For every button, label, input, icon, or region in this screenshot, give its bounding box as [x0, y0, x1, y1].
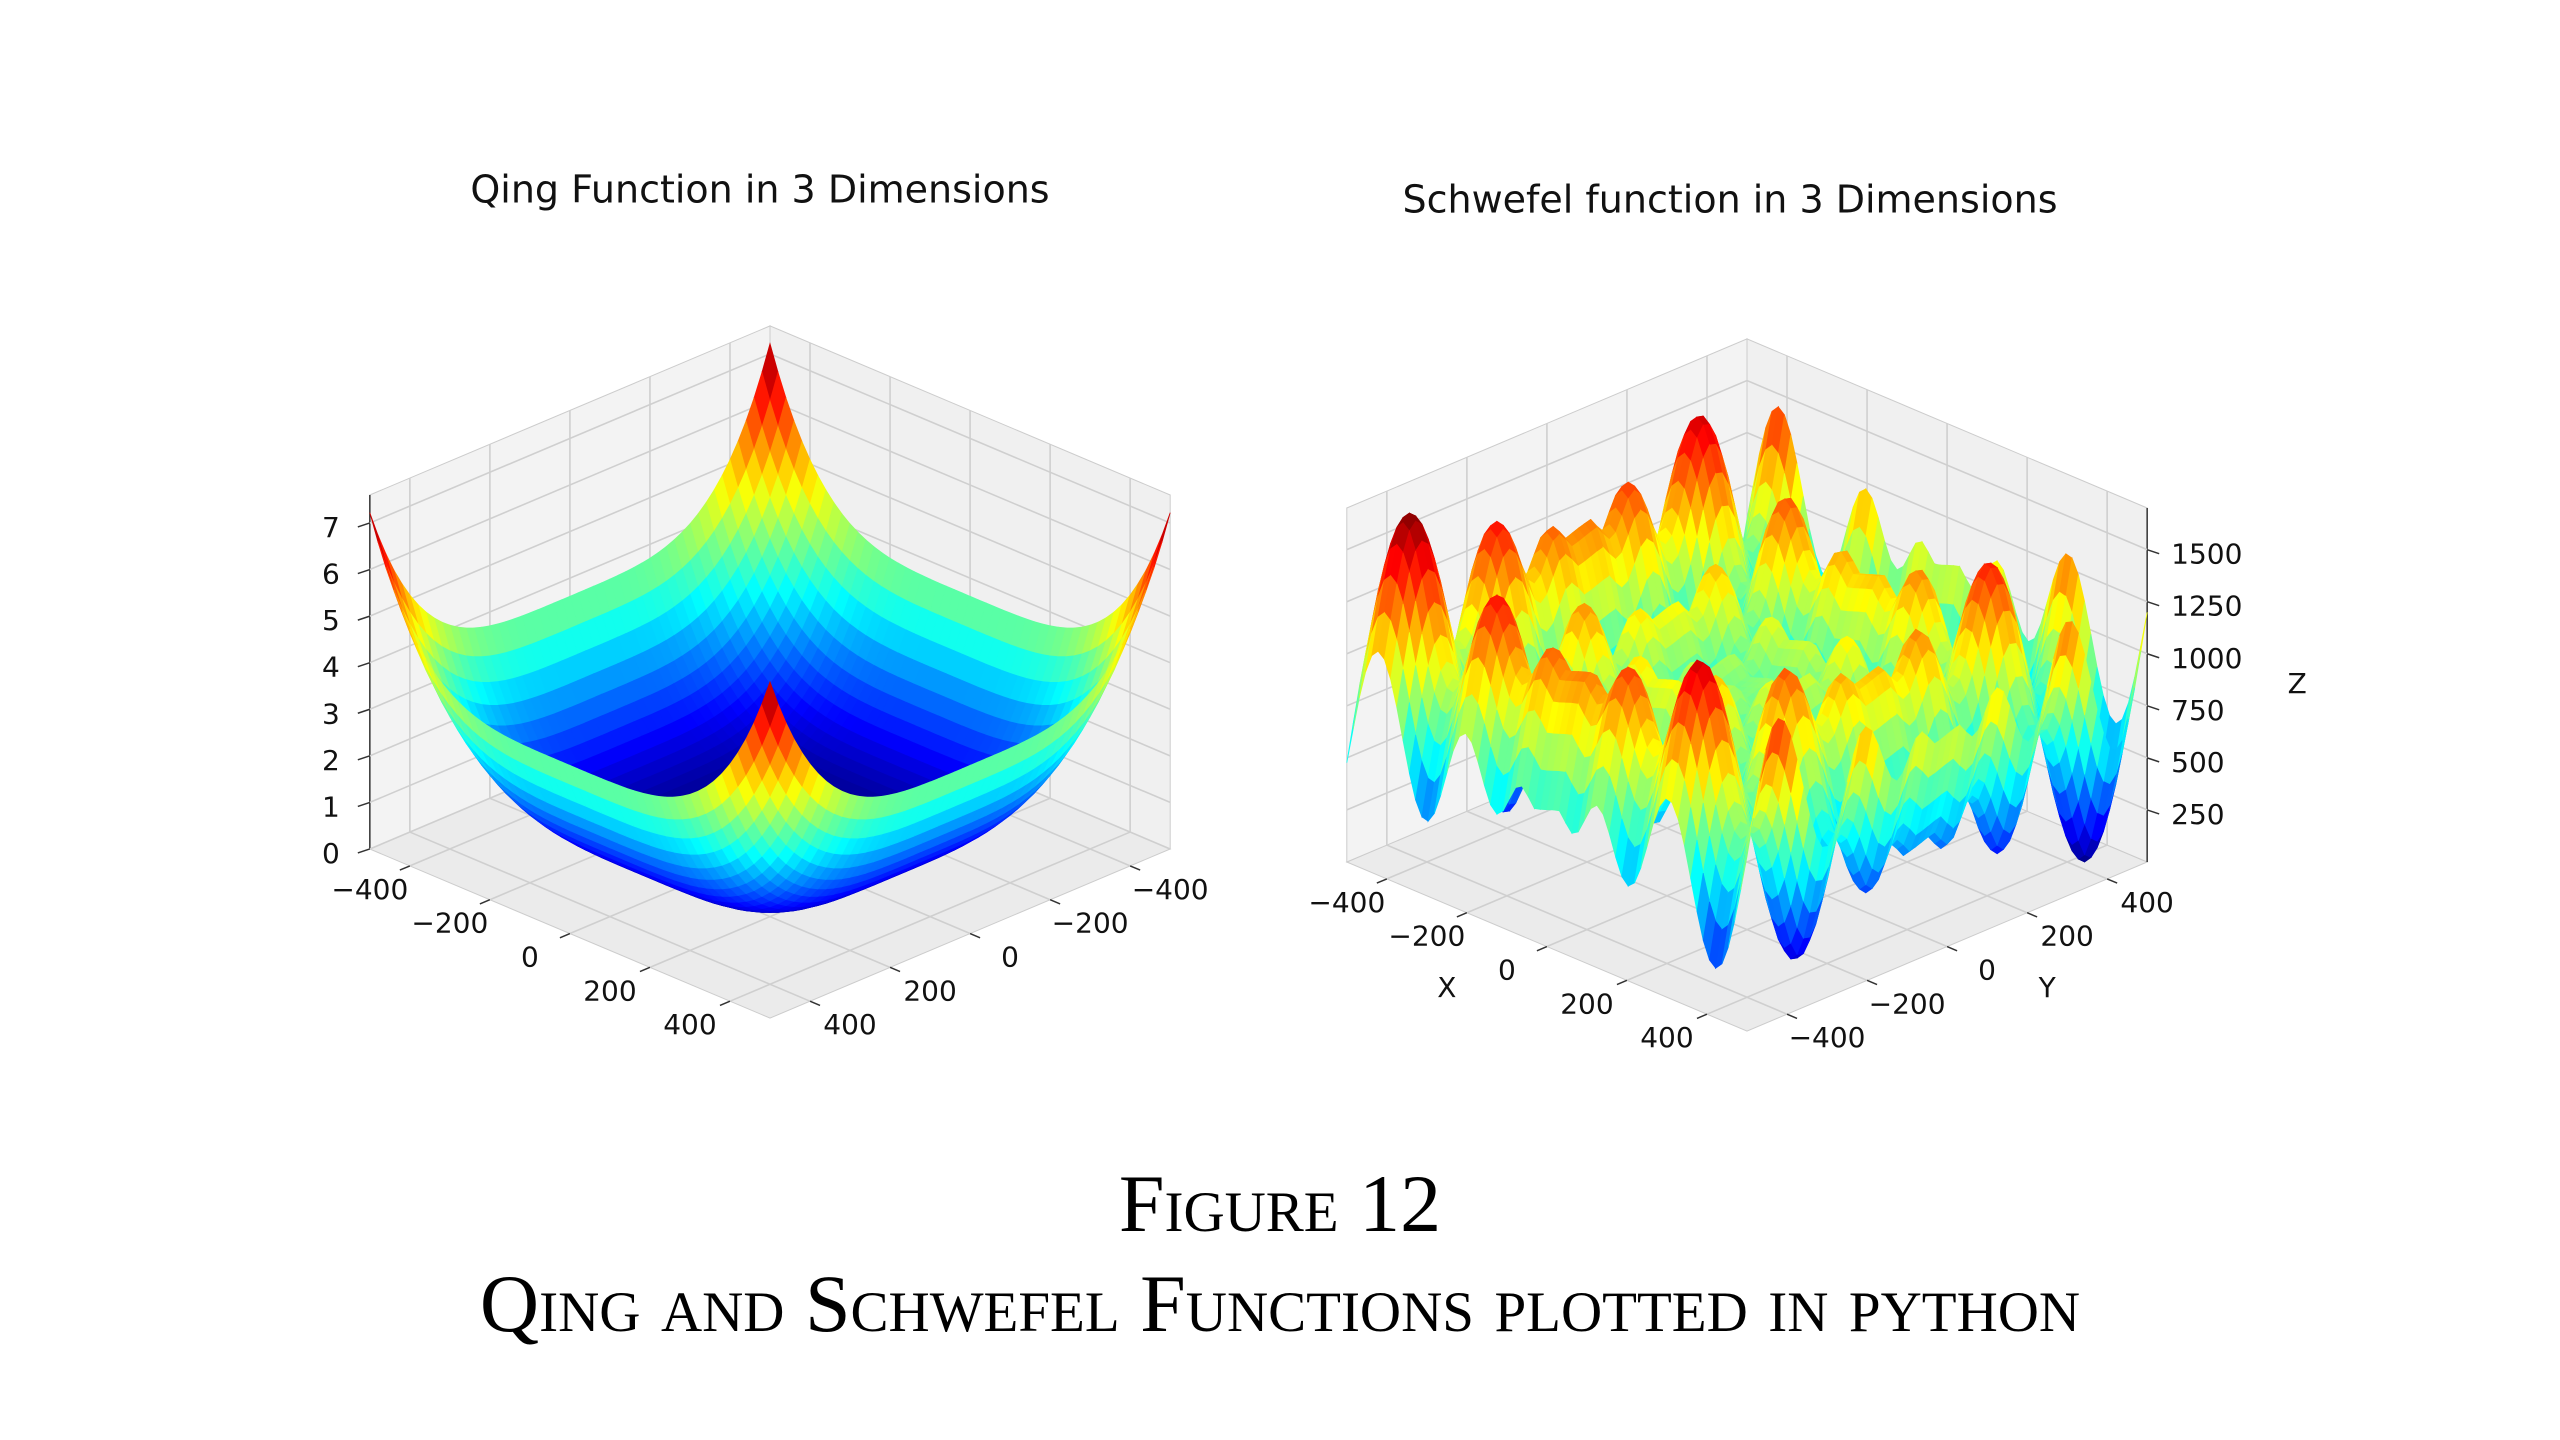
y-tick-label: 0 [1001, 940, 1019, 973]
z-tick-label: 1 [322, 790, 340, 823]
z-tick [357, 801, 371, 808]
z-tick [357, 615, 371, 621]
chart-title: Schwefel function in 3 Dimensions [1402, 178, 2057, 222]
x-tick [399, 865, 411, 871]
z-tick-label: 250 [2171, 798, 2224, 831]
z-tick [357, 568, 371, 575]
z-tick [357, 755, 371, 761]
y-tick-label: 200 [2040, 920, 2093, 953]
z-tick [2146, 601, 2160, 607]
grid-line [769, 399, 1171, 571]
z-tick [2146, 653, 2160, 659]
z-tick-label: 4 [322, 651, 340, 684]
z-tick-label: 5 [322, 604, 340, 637]
y-tick [1946, 945, 1958, 952]
y-tick-label: −400 [1789, 1021, 1866, 1054]
z-tick-label: 3 [322, 697, 340, 730]
grid-line [769, 446, 1171, 617]
grid-line [369, 446, 771, 617]
x-tick [559, 932, 571, 939]
y-tick [2026, 912, 2038, 918]
y-tick [889, 966, 901, 973]
x-tick [1616, 979, 1628, 986]
x-tick-label: 400 [1640, 1021, 1693, 1054]
y-tick-label: 200 [903, 974, 956, 1007]
x-tick-label: 0 [521, 940, 539, 973]
caption-text: Qing and Schwefel Functions plotted in p… [480, 1258, 2080, 1349]
z-tick-label: 6 [322, 558, 340, 591]
x-tick-label: 200 [583, 974, 636, 1007]
x-tick [479, 899, 491, 905]
y-tick-label: 0 [1978, 953, 1996, 986]
y-tick-label: −200 [1869, 987, 1946, 1020]
x-tick-label: 400 [663, 1008, 716, 1041]
y-tick-label: −400 [1132, 873, 1209, 906]
y-axis-label: Y [2038, 971, 2057, 1004]
x-tick [1536, 945, 1548, 952]
x-tick [1456, 912, 1468, 918]
surface-plot: Qing Function in 3 Dimensions−400−200020… [322, 168, 1209, 1042]
y-tick [1866, 979, 1878, 986]
x-tick-label: 0 [1498, 953, 1516, 986]
z-tick-label: 0 [322, 837, 340, 870]
x-tick [1376, 878, 1388, 884]
z-tick [2146, 757, 2160, 763]
z-tick-label: 1250 [2171, 590, 2242, 623]
grid-line [369, 353, 771, 524]
x-tick-label: −400 [1308, 886, 1385, 919]
z-tick [357, 848, 371, 854]
z-tick-label: 1500 [2171, 538, 2242, 571]
z-tick-label: 2 [322, 744, 340, 777]
x-tick-label: −400 [331, 873, 408, 906]
y-tick-label: 400 [823, 1008, 876, 1041]
x-tick [1696, 1013, 1708, 1020]
x-tick-label: −200 [411, 907, 488, 940]
y-tick [1049, 899, 1061, 905]
surface-plot: Schwefel function in 3 Dimensions−400−20… [1308, 178, 2306, 1055]
y-tick [1129, 865, 1141, 871]
z-tick [2146, 705, 2160, 711]
z-tick [357, 522, 371, 528]
z-axis-label: Z [2288, 667, 2307, 700]
x-axis-label: X [1437, 971, 1456, 1004]
y-tick [1786, 1013, 1798, 1020]
z-tick [357, 708, 371, 714]
z-tick [2146, 548, 2160, 555]
z-tick [357, 661, 371, 668]
y-tick [2106, 878, 2118, 884]
caption-label: Figure 12 [1119, 1158, 1441, 1249]
chart-title: Qing Function in 3 Dimensions [470, 168, 1049, 212]
z-tick [2146, 809, 2160, 815]
z-tick-label: 1000 [2171, 642, 2242, 675]
y-tick-label: −200 [1052, 907, 1129, 940]
y-tick-label: 400 [2120, 886, 2173, 919]
y-tick [809, 1000, 821, 1007]
x-tick [719, 1000, 731, 1007]
z-tick-label: 750 [2171, 694, 2224, 727]
x-tick [639, 966, 651, 973]
grid-line [369, 399, 771, 571]
x-tick-label: −200 [1388, 920, 1465, 953]
z-tick-label: 7 [322, 511, 340, 544]
grid-line [409, 831, 811, 1002]
y-tick [969, 932, 981, 939]
z-tick-label: 500 [2171, 746, 2224, 779]
grid-line [769, 353, 1171, 524]
x-tick-label: 200 [1560, 987, 1613, 1020]
